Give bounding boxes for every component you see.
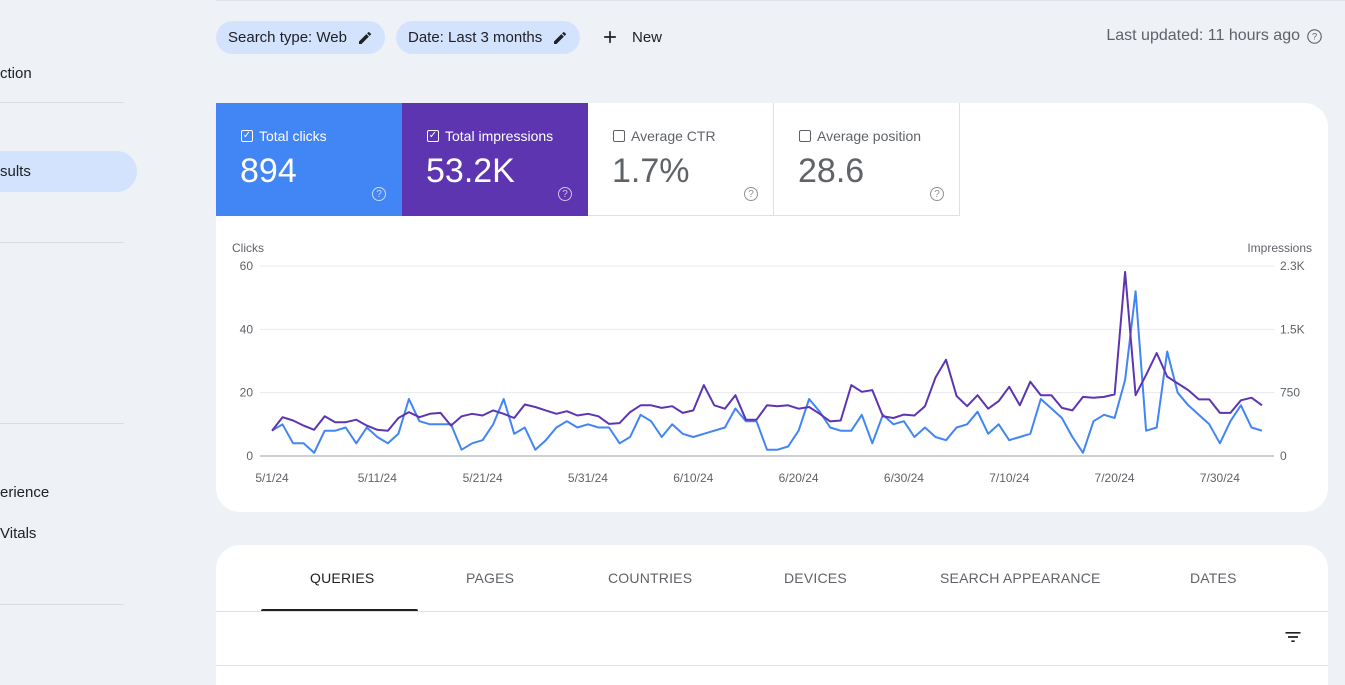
last-updated-text: Last updated: 11 hours ago — [1106, 27, 1300, 44]
filter-rows-icon[interactable] — [1282, 627, 1304, 647]
help-icon[interactable]: ? — [1306, 28, 1323, 45]
performance-chart: Clicks Impressions 0 0 20 750 40 1.5K 60 2.3K 5/… — [232, 241, 1312, 485]
tab-countries[interactable]: COUNTRIES — [608, 570, 693, 586]
sidebar-item-inspection[interactable]: ction — [0, 65, 32, 82]
metric-value: 28.6 — [798, 152, 865, 190]
metric-value: 894 — [240, 152, 297, 190]
plus-icon — [604, 31, 616, 43]
help-icon[interactable]: ? — [372, 187, 386, 201]
left-axis-label: Clicks — [232, 241, 264, 255]
sidebar-item-core-web-vitals[interactable]: Vitals — [0, 525, 37, 542]
x-tick-label: 7/20/24 — [1095, 471, 1135, 485]
metric-average-ctr[interactable]: Average CTR 1.7% ? — [588, 103, 774, 216]
last-updated: Last updated: 11 hours ago ? — [1106, 27, 1323, 45]
x-tick-label: 5/11/24 — [358, 471, 397, 485]
search-type-filter-chip[interactable]: Search type: Web — [216, 21, 385, 54]
tab-devices[interactable]: DEVICES — [784, 570, 847, 586]
chip-label: Search type: Web — [228, 29, 347, 46]
left-tick-label: 20 — [240, 386, 254, 400]
x-tick-label: 5/31/24 — [568, 471, 608, 485]
checkbox-checked-icon[interactable]: ✓ — [427, 130, 439, 142]
help-icon[interactable]: ? — [558, 187, 572, 201]
sidebar-active-highlight — [0, 151, 137, 192]
right-tick-label: 1.5K — [1280, 322, 1305, 336]
chip-label: Date: Last 3 months — [408, 29, 543, 46]
sidebar-divider — [0, 423, 124, 424]
left-tick-label: 60 — [240, 259, 254, 273]
top-divider — [216, 0, 1345, 5]
dimensions-card: QUERIES PAGES COUNTRIES DEVICES SEARCH A… — [216, 545, 1328, 685]
series-line-clicks — [271, 290, 1263, 454]
tab-queries[interactable]: QUERIES — [310, 570, 375, 586]
tab-dates[interactable]: DATES — [1190, 570, 1237, 586]
x-tick-label: 6/10/24 — [673, 471, 713, 485]
x-tick-label: 5/1/24 — [255, 471, 289, 485]
metric-value: 53.2K — [426, 152, 515, 190]
metric-average-position[interactable]: Average position 28.6 ? — [774, 103, 960, 216]
sidebar-divider — [0, 604, 124, 605]
metric-total-impressions[interactable]: ✓ Total impressions 53.2K ? — [402, 103, 588, 216]
x-tick-label: 6/30/24 — [884, 471, 924, 485]
right-axis-label: Impressions — [1247, 241, 1312, 255]
table-header-divider — [216, 665, 1328, 666]
right-tick-label: 750 — [1280, 386, 1300, 400]
right-tick-label: 2.3K — [1280, 259, 1305, 273]
metric-label: Average CTR — [631, 128, 716, 144]
active-tab-indicator — [261, 609, 418, 612]
sidebar-item-page-experience[interactable]: erience — [0, 484, 50, 501]
metric-total-clicks[interactable]: ✓ Total clicks 894 ? — [216, 103, 402, 216]
tab-search-appearance[interactable]: SEARCH APPEARANCE — [940, 570, 1101, 586]
performance-card: ✓ Total clicks 894 ? ✓ Total impressions 5… — [216, 103, 1328, 512]
left-tick-label: 0 — [246, 449, 253, 463]
help-icon[interactable]: ? — [744, 187, 758, 201]
series-line-impressions — [271, 270, 1263, 432]
sidebar-divider — [0, 242, 124, 243]
metric-label: Total impressions — [445, 128, 554, 144]
x-tick-label: 7/30/24 — [1200, 471, 1240, 485]
checkbox-unchecked-icon[interactable] — [799, 130, 811, 142]
x-tick-label: 5/21/24 — [463, 471, 503, 485]
x-tick-label: 6/20/24 — [779, 471, 819, 485]
date-filter-chip[interactable]: Date: Last 3 months — [396, 21, 581, 54]
left-tick-label: 40 — [240, 322, 254, 336]
new-label: New — [632, 28, 663, 46]
metric-label: Total clicks — [259, 128, 327, 144]
checkbox-checked-icon[interactable]: ✓ — [241, 130, 253, 142]
tab-pages[interactable]: PAGES — [466, 570, 515, 586]
x-tick-label: 7/10/24 — [989, 471, 1029, 485]
tabs-divider — [216, 611, 1328, 612]
metric-value: 1.7% — [612, 152, 690, 190]
new-filter-button[interactable]: New — [600, 24, 662, 50]
edit-pencil-icon — [358, 31, 371, 44]
right-tick-label: 0 — [1280, 449, 1287, 463]
sidebar-divider — [0, 102, 124, 103]
sidebar-item-search-results[interactable]: sults — [0, 163, 31, 180]
svg-text:?: ? — [1312, 31, 1317, 41]
help-icon[interactable]: ? — [930, 187, 944, 201]
checkbox-unchecked-icon[interactable] — [613, 130, 625, 142]
metric-label: Average position — [817, 128, 922, 144]
edit-pencil-icon — [554, 31, 567, 44]
